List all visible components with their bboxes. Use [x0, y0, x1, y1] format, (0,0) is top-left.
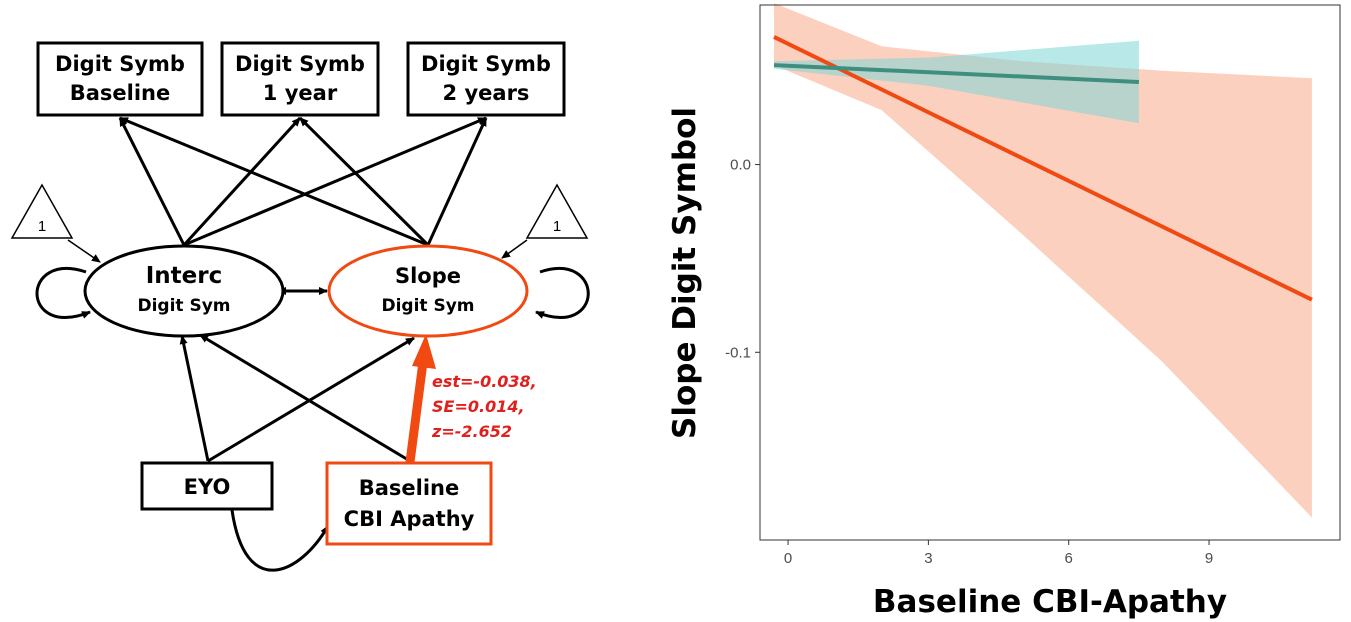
- path-slope-to-1year: [298, 116, 430, 247]
- variance-loop-slope: [535, 267, 590, 319]
- path-cbi-to-slope: [405, 361, 428, 463]
- path-const-to-slope: [501, 239, 528, 259]
- path-eyo-to-interc: [179, 335, 210, 462]
- y-tick-label: -0.1: [725, 344, 751, 361]
- box-ds-2years: Digit Symb 2 years: [406, 41, 566, 117]
- box-cbi-line2: CBI Apathy: [344, 507, 475, 531]
- path-eyo-to-slope: [207, 336, 415, 463]
- estimate-annotation: est=-0.038, SE=0.014, z=-2.652: [431, 372, 537, 441]
- latent-slope: Slope Digit Sym: [327, 244, 529, 338]
- x-tick-label: 6: [1065, 550, 1073, 567]
- box-ds-baseline: Digit Symb Baseline: [36, 41, 204, 117]
- estimate-se: SE=0.014,: [432, 397, 525, 416]
- constant-triangle-right: 1: [525, 183, 589, 239]
- x-axis-label: Baseline CBI-Apathy: [873, 584, 1227, 620]
- latent-intercept: Interc Digit Sym: [83, 244, 285, 338]
- path-slope-to-baseline: [119, 116, 429, 247]
- box-ds-1year: Digit Symb 1 year: [220, 41, 380, 117]
- x-tick-label: 3: [924, 550, 932, 567]
- path-interc-to-1year: [182, 116, 302, 247]
- estimate-value: est=-0.038,: [432, 372, 537, 391]
- box-cbi-apathy: Baseline CBI Apathy: [325, 461, 493, 546]
- fit-line-1: [773, 35, 1313, 302]
- path-cbi-to-slope-arrowhead: [412, 334, 436, 369]
- box-ds-baseline-line2: Baseline: [70, 81, 171, 105]
- variance-loop-interc: [35, 267, 91, 319]
- latent-slope-name: Slope: [395, 264, 461, 288]
- constant-triangle-left: 1: [10, 183, 74, 239]
- path-diagram: Digit Symb Baseline Digit Symb 1 year Di…: [10, 41, 590, 572]
- x-tick-label: 9: [1205, 550, 1213, 567]
- box-ds-2years-line1: Digit Symb: [421, 52, 551, 76]
- path-interc-to-2years: [183, 116, 487, 247]
- confidence-band-2: [774, 40, 1139, 124]
- path-const-to-interc: [67, 239, 101, 263]
- box-ds-baseline-line1: Digit Symb: [55, 52, 185, 76]
- path-interc-to-baseline: [118, 117, 186, 246]
- x-axis-ticks: 0 3 6 9: [784, 540, 1213, 567]
- box-ds-1year-line1: Digit Symb: [235, 52, 365, 76]
- fit-lines: [773, 35, 1313, 302]
- plot-panel-border: [759, 4, 1341, 541]
- confidence-band-1: [774, 3, 1312, 518]
- constant-label-left: 1: [38, 218, 46, 235]
- box-ds-2years-line2: 2 years: [443, 81, 530, 105]
- estimate-z: z=-2.652: [431, 422, 512, 441]
- constant-label-right: 1: [553, 218, 561, 235]
- box-cbi-line1: Baseline: [359, 476, 460, 500]
- latent-intercept-sub: Digit Sym: [137, 296, 230, 316]
- y-tick-label: 0.0: [730, 157, 751, 174]
- path-eyo-to-cbi: [230, 509, 330, 572]
- box-eyo: EYO: [140, 461, 274, 511]
- latent-slope-sub: Digit Sym: [381, 296, 474, 316]
- latent-intercept-name: Interc: [146, 263, 223, 289]
- y-axis-label: Slope Digit Symbol: [667, 107, 703, 439]
- path-cbi-to-interc: [199, 333, 411, 463]
- x-tick-label: 0: [784, 550, 792, 567]
- fit-line-2: [773, 63, 1139, 84]
- y-axis-ticks: 0.0 -0.1: [725, 157, 760, 361]
- box-eyo-label: EYO: [184, 475, 231, 499]
- path-slope-to-2years: [426, 117, 488, 246]
- box-ds-1year-line2: 1 year: [263, 81, 338, 105]
- confidence-bands: [774, 3, 1312, 518]
